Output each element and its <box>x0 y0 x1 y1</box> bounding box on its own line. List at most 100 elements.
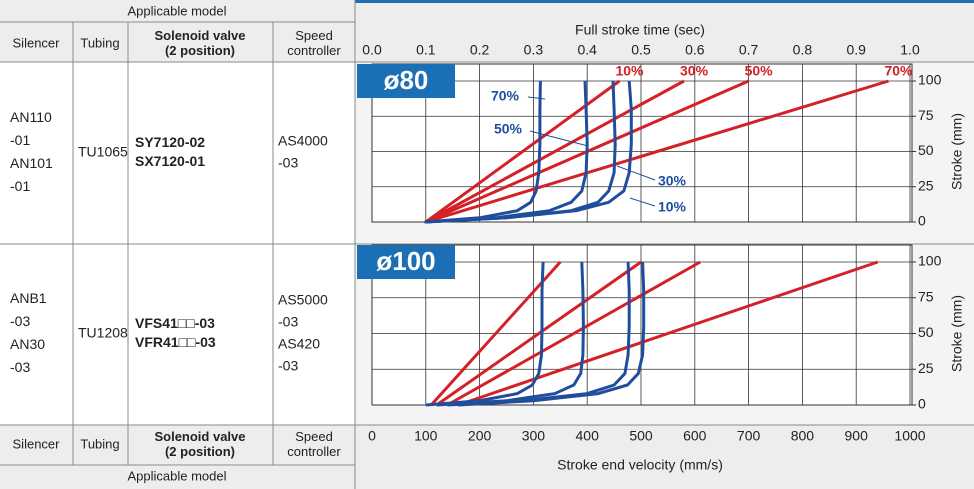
y-tick-label: 50 <box>918 142 934 158</box>
leader-line <box>629 197 656 207</box>
x-tick-label: 800 <box>791 428 815 444</box>
series-line <box>436 261 585 407</box>
title-box <box>357 245 455 279</box>
y-tick-label: 0 <box>918 396 926 412</box>
column-header: Silencer <box>13 35 61 50</box>
chart-title: ø80 <box>384 65 429 95</box>
table-cell: ANB1 <box>10 290 47 306</box>
x2-axis-label: Full stroke time (sec) <box>575 22 705 38</box>
column-header: Silencer <box>13 436 61 451</box>
chart-title: ø100 <box>376 246 435 276</box>
x-tick-label: 900 <box>845 428 869 444</box>
series-line <box>430 260 562 407</box>
series-label: 30% <box>680 63 709 79</box>
table-cell: -01 <box>10 132 30 148</box>
y-tick-label: 50 <box>918 324 934 340</box>
y-tick-label: 25 <box>918 360 934 376</box>
series-label: 50% <box>494 121 523 137</box>
y-tick-label: 100 <box>918 253 942 269</box>
table-cell: SX7120-01 <box>135 153 205 169</box>
x-tick-label: 0.5 <box>631 42 651 58</box>
table-cell: AS420 <box>278 336 320 352</box>
series-label: 50% <box>745 63 774 79</box>
series-line <box>457 260 879 407</box>
table-cell: -03 <box>278 358 298 374</box>
series-line <box>446 260 701 407</box>
column-header: controller <box>287 444 341 459</box>
x-tick-label: 0.4 <box>577 42 597 58</box>
x-tick-label: 200 <box>468 428 492 444</box>
series-line <box>424 80 542 224</box>
y-axis-label: Stroke (mm) <box>949 113 965 190</box>
y-tick-label: 75 <box>918 288 934 304</box>
table-cell: AN110 <box>10 109 52 125</box>
series-label: 10% <box>615 63 644 79</box>
column-header: Speed <box>295 28 333 43</box>
y-tick-label: 25 <box>918 177 934 193</box>
series-line <box>425 79 889 224</box>
series-line <box>424 80 617 224</box>
table-cell: AN30 <box>10 336 45 352</box>
table-cell: AN101 <box>10 155 53 171</box>
table-cell: TU1208 <box>78 325 128 341</box>
table-cell: -03 <box>278 155 298 171</box>
table-cell: TU1065 <box>78 144 128 160</box>
series-line <box>425 261 545 407</box>
table-cell: -03 <box>10 313 30 329</box>
x-tick-label: 1000 <box>894 428 925 444</box>
x-tick-label: 0.9 <box>846 42 866 58</box>
x-tick-label: 500 <box>629 428 653 444</box>
x-tick-label: 0 <box>368 428 376 444</box>
series-label: 10% <box>658 199 687 215</box>
column-header: (2 position) <box>165 444 235 459</box>
x-tick-label: 100 <box>414 428 438 444</box>
table-cell: -03 <box>10 359 30 375</box>
title-box <box>357 64 455 98</box>
table-cell: AS4000 <box>278 133 328 149</box>
x-tick-label: 1.0 <box>900 42 920 58</box>
table-cell: -01 <box>10 178 30 194</box>
x-tick-label: 600 <box>683 428 707 444</box>
y-tick-label: 75 <box>918 107 934 123</box>
x-tick-label: 0.1 <box>416 42 436 58</box>
x-axis-label: Stroke end velocity (mm/s) <box>557 457 723 473</box>
x-tick-label: 400 <box>576 428 600 444</box>
table-cell: AS5000 <box>278 292 328 308</box>
series-line <box>447 261 631 407</box>
column-header: Solenoid valve <box>154 28 245 43</box>
series-label: 70% <box>884 63 913 79</box>
table-cell: VFR41□□-03 <box>135 334 216 350</box>
column-header: Tubing <box>80 436 119 451</box>
series-line <box>435 260 642 407</box>
x-tick-label: 0.7 <box>739 42 759 58</box>
x-tick-label: 0.6 <box>685 42 705 58</box>
x-tick-label: 0.2 <box>470 42 490 58</box>
x-tick-label: 300 <box>522 428 546 444</box>
top-strip <box>355 0 974 3</box>
leader-line <box>527 96 546 100</box>
column-header: Tubing <box>80 35 119 50</box>
x-tick-label: 0.0 <box>362 42 382 58</box>
table-cell: VFS41□□-03 <box>135 315 215 331</box>
x-tick-label: 0.8 <box>793 42 813 58</box>
y-axis-label: Stroke (mm) <box>949 295 965 372</box>
group-footer: Applicable model <box>127 468 226 483</box>
y-tick-label: 0 <box>918 213 926 229</box>
column-header: Speed <box>295 429 333 444</box>
series-line <box>425 79 685 224</box>
column-header: Solenoid valve <box>154 429 245 444</box>
x-tick-label: 700 <box>737 428 761 444</box>
column-header: (2 position) <box>165 43 235 58</box>
leader-line <box>616 165 656 181</box>
x-tick-label: 0.3 <box>524 42 544 58</box>
column-header: controller <box>287 43 341 58</box>
series-label: 30% <box>658 173 687 189</box>
series-line <box>424 80 589 224</box>
group-header: Applicable model <box>127 3 226 18</box>
series-label: 70% <box>491 88 520 104</box>
y-tick-label: 100 <box>918 72 942 88</box>
table-cell: -03 <box>278 314 298 330</box>
table-cell: SY7120-02 <box>135 134 205 150</box>
